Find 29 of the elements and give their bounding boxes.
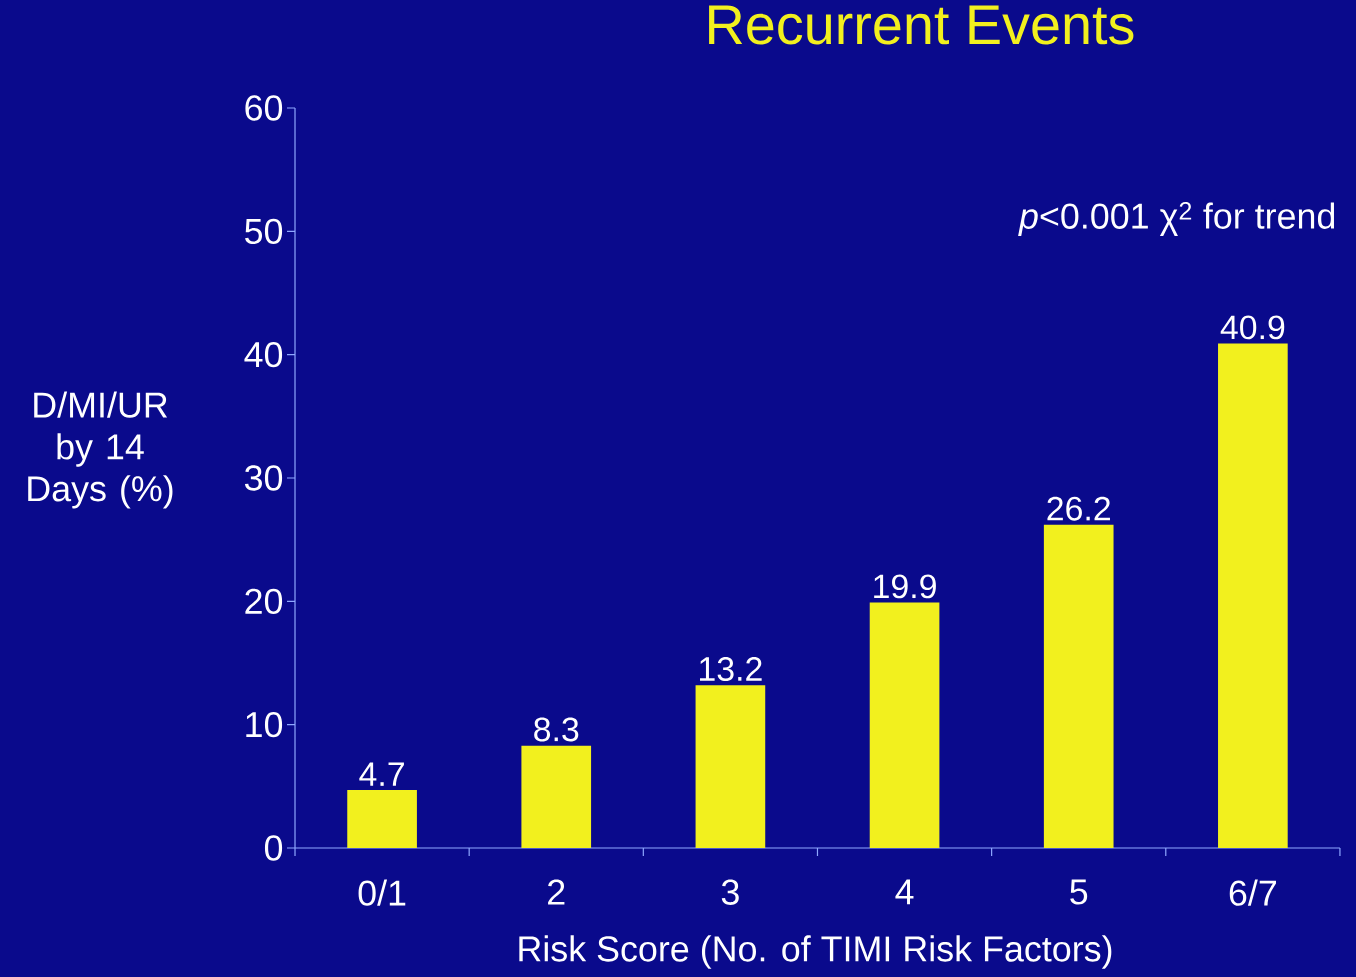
y-tick-label: 10 [246,711,283,738]
data-label: 40.9 [1220,315,1285,340]
data-label: 4.7 [359,762,404,786]
x-tick-label: 5 [1070,879,1088,905]
bar [1218,343,1288,848]
bar [869,602,940,848]
x-tick-label: 3 [721,879,739,905]
y-tick-label: 30 [244,465,283,491]
chart-title: Recurrent Events [709,5,1134,45]
y-tick-label: 40 [244,341,283,368]
x-axis-title: Risk Score (No. of TIMI Risk Factors) [519,935,1112,969]
annotation: p<0.001 χ$^{2}$ for trend [1018,202,1335,236]
y-tick-label: 20 [245,588,283,615]
data-label: 13.2 [700,657,762,682]
y-tick-label: 60 [245,95,283,121]
data-label: 8.3 [534,717,579,742]
bar [521,745,592,848]
x-tick-label: 4 [895,879,914,905]
x-tick-label: 2 [548,879,565,905]
y-tick-label: 50 [245,218,283,245]
y-tick-label: 0 [264,835,283,861]
data-label: 26.2 [1047,496,1110,521]
y-axis-title: D/MI/UR by 14 Days (%) [28,391,173,509]
bar [347,790,417,848]
data-label: 19.9 [874,574,936,599]
bar [695,685,766,848]
x-tick-label: 0/1 [358,879,406,906]
x-tick-label: 6/7 [1229,879,1276,906]
bar [1043,524,1114,848]
